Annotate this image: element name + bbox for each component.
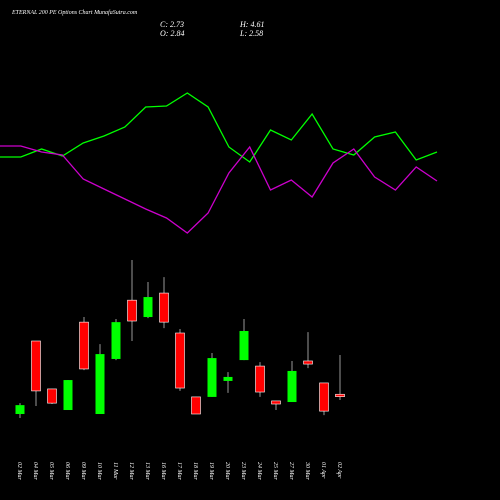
candle-body: [191, 396, 201, 415]
candle-body: [143, 297, 153, 318]
x-tick-label: 09 Mar: [80, 462, 86, 480]
chart-title: ETERNAL 200 PE Options Chart MunafaSutra…: [11, 9, 138, 16]
x-tick-label: 20 Mar: [224, 462, 230, 480]
x-tick-label: 06 Mar: [64, 462, 70, 480]
x-tick-label: 16 Mar: [160, 462, 166, 480]
candle-body: [79, 321, 89, 370]
x-tick-label: 19 Mar: [208, 462, 214, 480]
x-tick-label: 02 Mar: [16, 462, 22, 480]
x-tick-label: 01 Apr: [320, 462, 326, 479]
x-tick-label: 18 Mar: [192, 462, 198, 480]
x-tick-label: 11 Mar: [112, 462, 118, 480]
high-label: H: 4.61: [239, 20, 264, 29]
candle-body: [239, 331, 249, 361]
candle-body: [271, 400, 281, 405]
x-tick-label: 23 Mar: [240, 462, 246, 480]
candle-body: [287, 370, 297, 403]
x-tick-label: 25 Mar: [272, 462, 278, 480]
x-tick-label: 10 Mar: [96, 462, 102, 480]
indicator-line: [0, 145, 438, 234]
x-tick-label: 17 Mar: [176, 462, 182, 480]
candle-body: [127, 299, 137, 322]
candle-body: [255, 365, 265, 393]
candle-body: [175, 332, 185, 389]
candle-body: [47, 388, 57, 404]
x-tick-label: 04 Mar: [32, 462, 39, 480]
open-label: O: 2.84: [160, 29, 184, 38]
close-label: C: 2.73: [160, 20, 184, 29]
candle-body: [319, 382, 329, 412]
candle-body: [31, 340, 41, 392]
candle-body: [335, 393, 345, 397]
x-tick-label: 05 Mar: [48, 462, 54, 480]
x-tick-label: 27 Mar: [288, 462, 294, 480]
low-label: L: 2.58: [239, 29, 263, 38]
x-tick-label: 12 Mar: [128, 462, 134, 480]
x-tick-label: 30 Mar: [304, 461, 310, 480]
x-tick-label: 13 Mar: [144, 462, 150, 480]
x-tick-label: 02 Apr: [336, 462, 342, 479]
candle-body: [63, 380, 73, 411]
candle-body: [207, 358, 217, 397]
x-tick-label: 24 Mar: [256, 462, 263, 480]
candle-body: [95, 354, 105, 415]
candle-body: [159, 292, 169, 323]
indicator-line: [0, 92, 438, 163]
candle-body: [303, 360, 313, 365]
candle-body: [15, 405, 25, 415]
candle-body: [223, 376, 233, 381]
candle-body: [111, 322, 121, 359]
